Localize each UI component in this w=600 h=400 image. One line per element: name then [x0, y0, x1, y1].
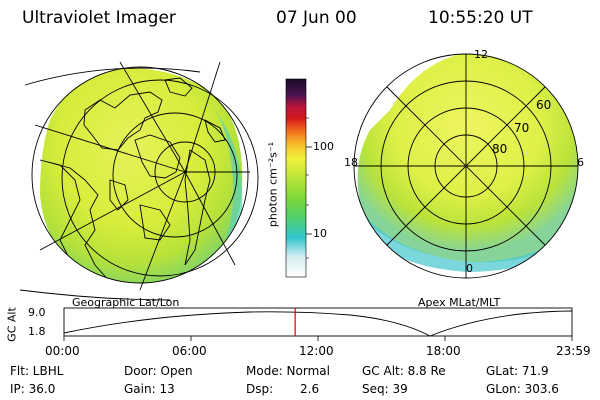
xtick-0600: 06:00: [172, 344, 207, 358]
colorbar: [285, 78, 307, 278]
date-label: 07 Jun 00: [276, 8, 357, 28]
xtick-1200: 12:00: [299, 344, 334, 358]
mlt-label-0: 0: [466, 262, 473, 275]
status-dsp-value: 2.6: [300, 382, 320, 396]
mlat-label-80: 80: [492, 142, 508, 156]
status-gain: Gain: 13: [124, 382, 175, 396]
status-door: Door: Open: [124, 364, 193, 378]
status-flt: Flt: LBHL: [10, 364, 64, 378]
xtick-0000: 00:00: [45, 344, 80, 358]
mlt-label-18: 18: [344, 156, 358, 169]
colorbar-tick-100: 100: [313, 140, 334, 153]
xtick-2359: 23:59: [556, 344, 591, 358]
geographic-map-label: Geographic Lat/Lon: [72, 296, 180, 309]
app-title: Ultraviolet Imager: [22, 8, 176, 28]
status-gcalt: GC Alt: 8.8 Re: [362, 364, 446, 378]
colorbar-tick-10: 10: [313, 227, 327, 240]
orbit-ymax: 9.0: [28, 306, 46, 319]
status-dsp-label: Dsp:: [246, 382, 274, 396]
status-seq: Seq: 39: [362, 382, 408, 396]
orbit-ymin: 1.8: [28, 325, 46, 338]
mlat-label-70: 70: [514, 121, 530, 135]
mlt-label-12: 12: [474, 48, 488, 61]
status-glat: GLat: 71.9: [486, 364, 549, 378]
polar-map-label: Apex MLat/MLT: [418, 296, 501, 309]
status-mode: Mode: Normal: [246, 364, 330, 378]
status-glon: GLon: 303.6: [486, 382, 559, 396]
xtick-1800: 18:00: [426, 344, 461, 358]
mlt-label-6: 6: [577, 156, 584, 169]
mlat-label-60: 60: [536, 98, 552, 112]
status-ip: IP: 36.0: [10, 382, 56, 396]
time-label: 10:55:20 UT: [428, 8, 533, 28]
